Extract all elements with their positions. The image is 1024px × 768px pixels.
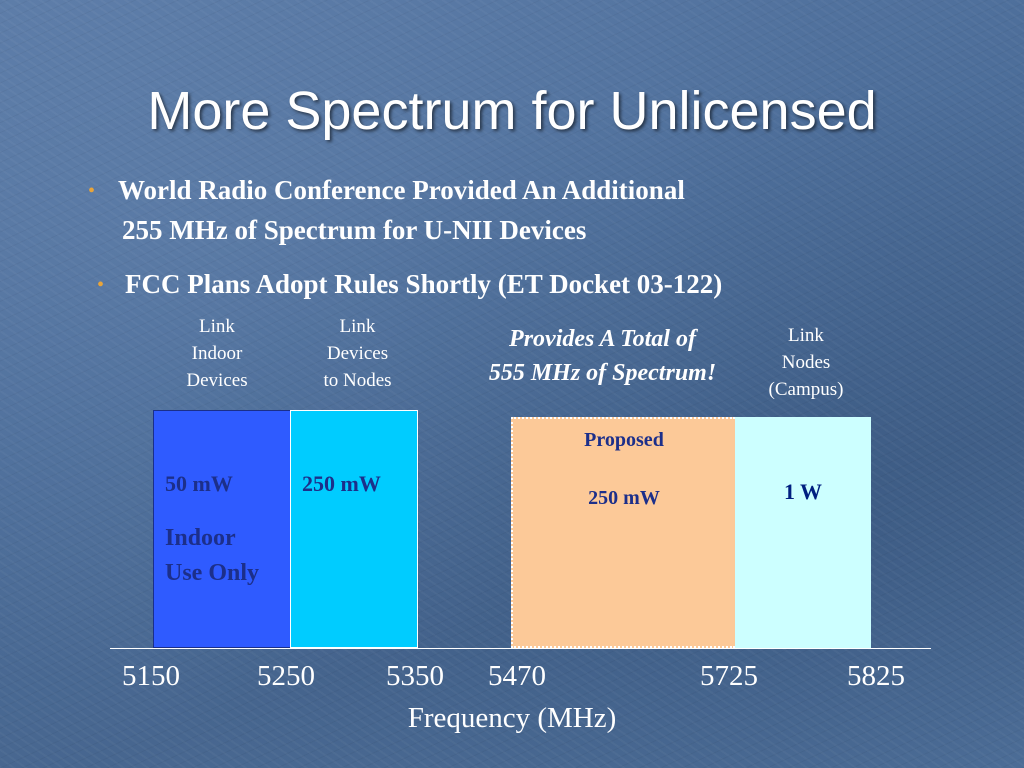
band-2-power: 250 mW — [302, 471, 381, 496]
tick-label: 5470 — [488, 660, 546, 692]
tick-label: 5350 — [386, 660, 444, 692]
band-4-label-line: Link — [788, 325, 824, 346]
band-2-label: Link Devices to Nodes — [305, 313, 410, 394]
total-spectrum-note: Provides A Total of 555 MHz of Spectrum! — [455, 322, 750, 390]
band-1-label: Link Indoor Devices — [167, 313, 267, 394]
total-note-line: 555 MHz of Spectrum! — [488, 360, 717, 386]
band-3-power: 250 mW — [588, 487, 660, 509]
frequency-axis — [110, 648, 931, 649]
bullet-marker-1: • — [88, 180, 96, 202]
bullet-marker-2: • — [97, 274, 105, 296]
slide-title: More Spectrum for Unlicensed — [147, 81, 877, 141]
axis-title: Frequency (MHz) — [407, 702, 617, 734]
band-5725-5825: 1 W — [735, 417, 871, 648]
tick-label: 5150 — [122, 660, 180, 692]
band-5470-5725: Proposed 250 mW — [511, 417, 735, 648]
band-3-status: Proposed — [584, 429, 664, 451]
band-1-label-line: Devices — [186, 370, 248, 391]
band-5250-5350: 250 mW — [290, 410, 418, 648]
band-5150-5250: 50 mW Indoor Use Only — [153, 410, 290, 648]
band-2-label-line: Link — [339, 316, 376, 337]
band-2-label-line: Devices — [326, 343, 389, 364]
bullet-1-line-1: World Radio Conference Provided An Addit… — [118, 175, 685, 205]
band-4-label-line: Nodes — [781, 352, 831, 373]
bullet-2-line-1: FCC Plans Adopt Rules Shortly (ET Docket… — [125, 269, 723, 299]
tick-label: 5825 — [847, 660, 905, 692]
band-1-note-line: Use Only — [165, 560, 260, 586]
band-4-label-line: (Campus) — [768, 379, 844, 400]
band-4-label: Link Nodes (Campus) — [752, 322, 860, 403]
tick-label: 5250 — [257, 660, 315, 692]
bullet-2: FCC Plans Adopt Rules Shortly (ET Docket… — [125, 264, 722, 304]
band-1-label-line: Indoor — [191, 343, 243, 364]
band-1-label-line: Link — [199, 316, 235, 337]
band-1-note-line: Indoor — [165, 525, 236, 551]
total-note-line: Provides A Total of — [509, 326, 696, 352]
bullet-1-line-2: 255 MHz of Spectrum for U-NII Devices — [122, 215, 587, 245]
band-1-power: 50 mW — [165, 471, 233, 496]
bullet-1: World Radio Conference Provided An Addit… — [118, 170, 685, 250]
band-4-power: 1 W — [783, 479, 823, 504]
band-2-label-line: to Nodes — [323, 370, 392, 391]
tick-label: 5725 — [700, 660, 758, 692]
band-1-note: Indoor Use Only — [165, 521, 259, 591]
